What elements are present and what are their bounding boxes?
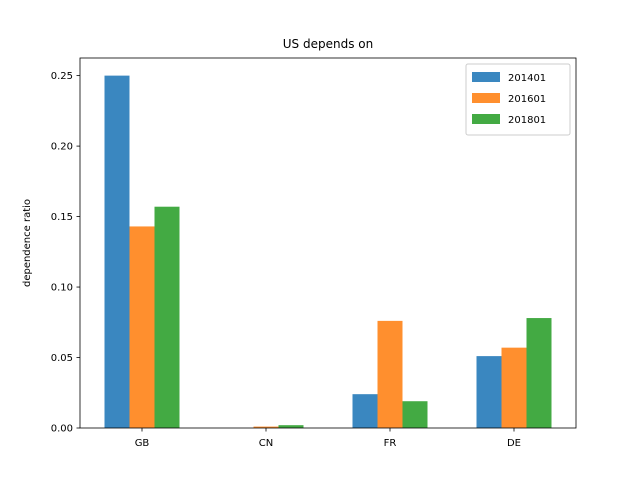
chart-title: US depends on: [283, 37, 373, 51]
bar-201801-CN: [278, 425, 304, 428]
bar-201801-FR: [402, 401, 428, 428]
bar-201601-GB: [129, 226, 155, 428]
x-tick-label-CN: CN: [259, 438, 273, 449]
legend-swatch-201601: [472, 93, 500, 103]
y-tick-label-0.05: 0.05: [51, 353, 73, 364]
legend-label-201601: 201601: [508, 94, 546, 105]
axes-frame: [79, 57, 577, 429]
plot-area: GB CN FR DE 0.00 0.05 0.10 0.15 0.20 0.25: [51, 57, 577, 449]
legend-label-201801: 201801: [508, 115, 546, 126]
legend-swatch-201801: [472, 114, 500, 124]
bar-201401-FR: [352, 394, 378, 428]
y-tick-label-0.00: 0.00: [51, 424, 73, 435]
bar-201401-GB: [104, 75, 130, 428]
legend-label-201401: 201401: [508, 73, 546, 84]
y-tick-label-0.10: 0.10: [51, 283, 73, 294]
legend-swatch-201401: [472, 72, 500, 82]
x-tick-label-GB: GB: [135, 438, 150, 449]
bar-201801-DE: [526, 318, 552, 428]
y-tick-label-0.25: 0.25: [51, 71, 73, 82]
bar-201801-GB: [154, 206, 180, 428]
x-tick-label-FR: FR: [384, 438, 397, 449]
legend: 201401 201601 201801: [465, 63, 571, 136]
bar-201601-FR: [377, 320, 403, 428]
y-tick-label-0.15: 0.15: [51, 212, 73, 223]
bar-201401-DE: [476, 356, 502, 428]
x-tick-label-DE: DE: [507, 438, 521, 449]
bar-201601-CN: [253, 426, 279, 428]
y-tick-label-0.20: 0.20: [51, 142, 73, 153]
bar-201601-DE: [501, 347, 527, 428]
y-axis-label: dependence ratio: [22, 199, 33, 287]
